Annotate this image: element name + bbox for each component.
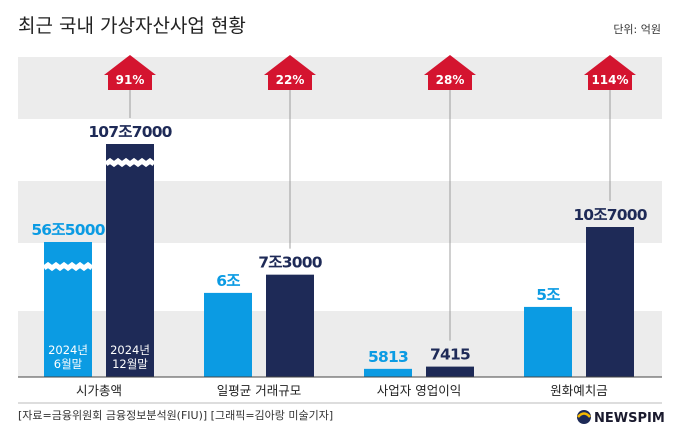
axis-break-mark [104,157,156,168]
growth-arrow-icon [104,55,156,90]
bar-dec-0 [106,144,154,377]
value-label: 5813 [368,348,408,366]
logo-text: NEWSPIM [594,411,665,426]
source-credit: [자료=금융위원회 금융정보분석원(FIU)] [그래픽=김아랑 미술기자] [18,409,333,422]
unit-label: 단위: 억원 [613,23,661,36]
value-label: 107조7000 [88,123,172,141]
plot-area: 56조5000 107조7000 91% 시가총액 6조 7조3000 22% 일평균 거래규… [31,55,648,398]
bar-dec-1 [266,274,314,377]
period-label: 2024년 [48,343,88,357]
newspim-logo: NEWSPIM [577,410,665,426]
value-label: 7415 [430,346,470,364]
growth-label: 91% [116,73,145,87]
bar-dec-2 [426,366,474,377]
chart-title: 최근 국내 가상자산사업 현황 [18,15,246,37]
growth-label: 22% [276,73,305,87]
value-label: 6조 [216,272,240,290]
growth-arrow-icon [584,55,636,90]
value-label: 5조 [536,286,560,304]
growth-label: 114% [591,73,628,87]
period-label: 2024년 [110,343,150,357]
bar-jun-3 [524,306,572,377]
growth-label: 28% [436,73,465,87]
value-label: 56조5000 [31,221,105,239]
category-label: 원화예치금 [550,383,608,398]
axis-break-mark [42,261,94,272]
logo-swoosh-icon [577,412,591,418]
period-label: 6월말 [54,357,83,371]
category-label: 사업자 영업이익 [377,383,461,398]
bar-jun-0 [44,242,92,377]
period-label: 12월말 [112,357,148,371]
category-label: 일평균 거래규모 [217,383,301,398]
growth-arrow-icon [264,55,316,90]
value-label: 10조7000 [573,206,647,224]
bar-jun-2 [364,368,412,377]
value-label: 7조3000 [258,254,322,272]
bar-dec-3 [586,227,634,377]
bar-jun-1 [204,292,252,377]
category-label: 시가총액 [76,383,122,398]
growth-arrow-icon [424,55,476,90]
